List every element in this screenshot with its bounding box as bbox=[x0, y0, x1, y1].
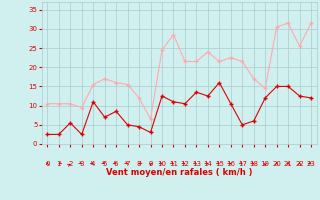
X-axis label: Vent moyen/en rafales ( km/h ): Vent moyen/en rafales ( km/h ) bbox=[106, 168, 252, 177]
